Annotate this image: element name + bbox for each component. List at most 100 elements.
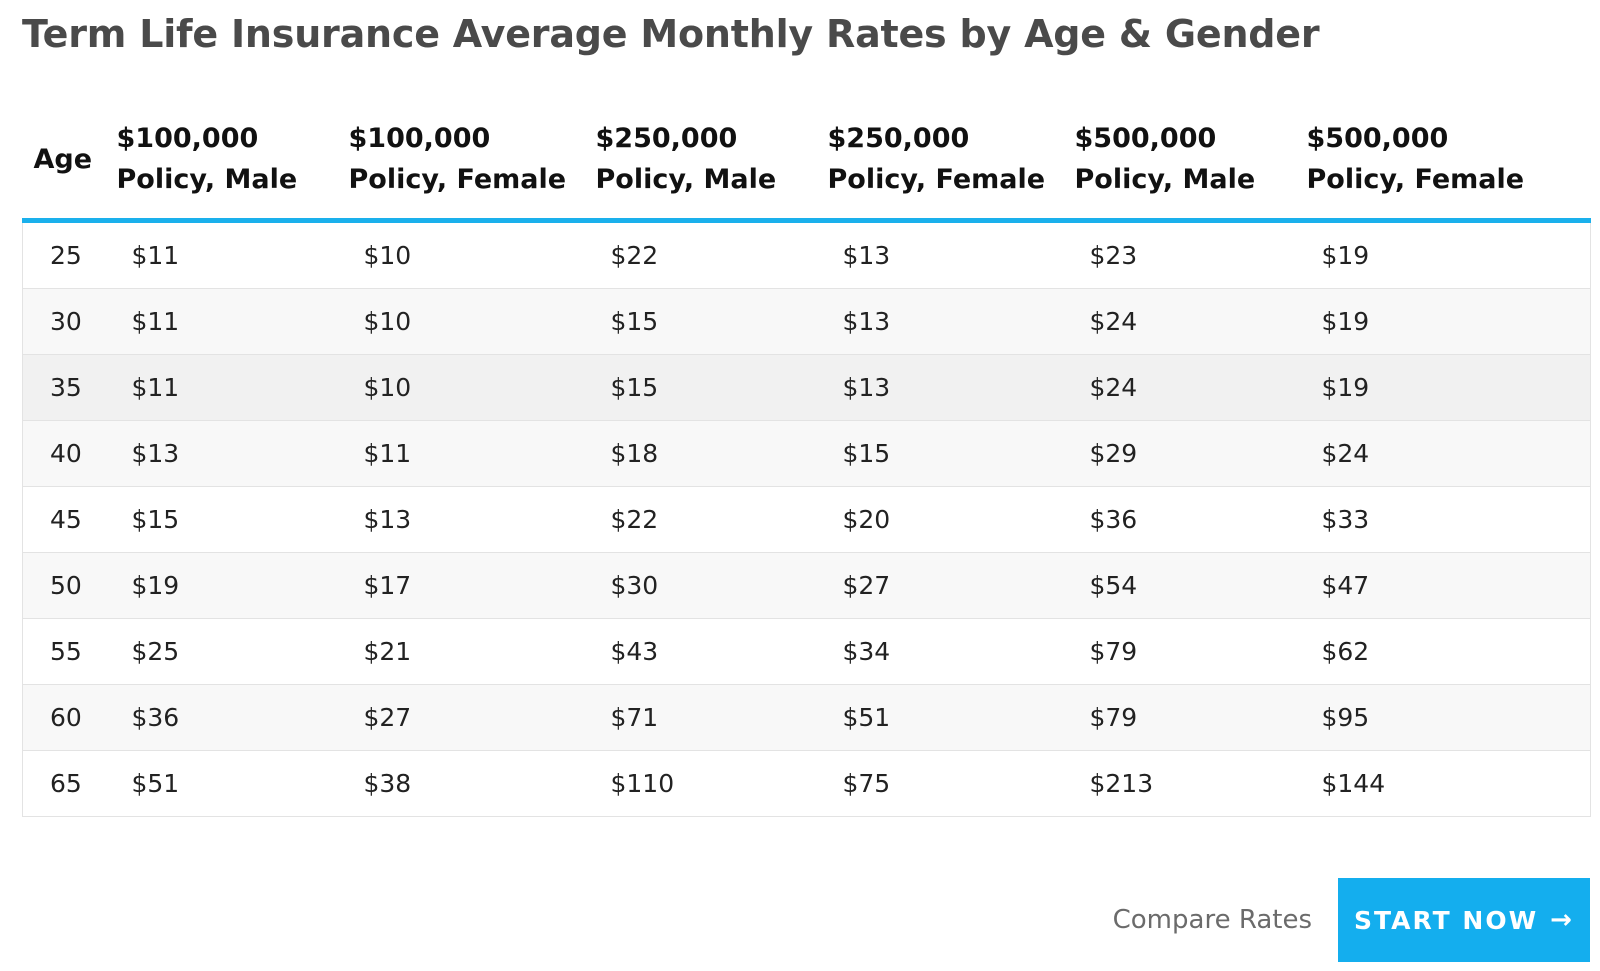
rate-cell-100k-male: $25 (116, 618, 349, 685)
rate-cell-250k-female: $51 (827, 684, 1075, 751)
rate-cell-100k-male: $51 (116, 750, 349, 817)
rate-cell-500k-female: $19 (1306, 220, 1591, 289)
age-cell: 45 (22, 486, 117, 553)
rate-cell-250k-female: $20 (827, 486, 1075, 553)
column-header-line: Policy, Female (348, 164, 567, 195)
column-header-line: Policy, Male (595, 164, 777, 195)
rate-cell-500k-female: $62 (1306, 618, 1591, 685)
rate-cell-500k-female: $19 (1306, 354, 1591, 421)
table-body: 25 $11 $10 $22 $13 $23 $19 30 $11 $10 $15 $13 $24 $19… (22, 220, 1591, 817)
rate-cell-250k-male: $15 (595, 354, 828, 421)
rate-cell-500k-male: $36 (1074, 486, 1307, 553)
rate-cell-100k-male: $11 (116, 220, 349, 289)
rate-cell-100k-female: $11 (348, 420, 596, 487)
rate-cell-500k-female: $47 (1306, 552, 1591, 619)
rate-cell-100k-male: $11 (116, 288, 349, 355)
rate-cell-250k-male: $30 (595, 552, 828, 619)
arrow-right-icon: → (1550, 905, 1574, 935)
rates-table: Age $100,000 Policy, Male $100,000 Policy, F… (22, 100, 1591, 817)
column-header-line: Policy, Male (116, 164, 298, 195)
rate-cell-500k-male: $23 (1074, 220, 1307, 289)
rate-cell-100k-female: $10 (348, 354, 596, 421)
column-header-age: Age (22, 100, 117, 223)
age-cell: 25 (22, 220, 117, 289)
rate-cell-250k-female: $27 (827, 552, 1075, 619)
table-row: 50 $19 $17 $30 $27 $54 $47 (22, 552, 1591, 619)
column-header-line: Age (33, 143, 93, 175)
rate-cell-100k-male: $13 (116, 420, 349, 487)
rate-cell-250k-female: $15 (827, 420, 1075, 487)
column-header-line: $500,000 (1306, 123, 1449, 154)
rate-cell-500k-female: $95 (1306, 684, 1591, 751)
table-row: 40 $13 $11 $18 $15 $29 $24 (22, 420, 1591, 487)
header-row: Age $100,000 Policy, Male $100,000 Policy, F… (22, 100, 1591, 223)
rate-cell-500k-female: $19 (1306, 288, 1591, 355)
rate-cell-500k-male: $79 (1074, 684, 1307, 751)
table-header: Age $100,000 Policy, Male $100,000 Policy, F… (22, 100, 1591, 223)
column-header-500k-male: $500,000 Policy, Male (1074, 100, 1307, 223)
column-header-250k-female: $250,000 Policy, Female (827, 100, 1075, 223)
rate-cell-100k-female: $21 (348, 618, 596, 685)
column-header-line: $100,000 (348, 123, 491, 154)
column-header-100k-female: $100,000 Policy, Female (348, 100, 596, 223)
column-header-100k-male: $100,000 Policy, Male (116, 100, 349, 223)
table-row: 60 $36 $27 $71 $51 $79 $95 (22, 684, 1591, 751)
rate-cell-100k-female: $13 (348, 486, 596, 553)
rate-cell-100k-female: $27 (348, 684, 596, 751)
table-row: 30 $11 $10 $15 $13 $24 $19 (22, 288, 1591, 355)
age-cell: 30 (22, 288, 117, 355)
rate-cell-100k-male: $19 (116, 552, 349, 619)
compare-rates-label: Compare Rates (1112, 905, 1312, 935)
table-row: 55 $25 $21 $43 $34 $79 $62 (22, 618, 1591, 685)
column-header-line: $500,000 (1074, 123, 1217, 154)
rate-cell-250k-female: $13 (827, 354, 1075, 421)
rate-cell-500k-male: $24 (1074, 288, 1307, 355)
column-header-line: Policy, Female (1306, 164, 1525, 195)
start-now-label: START NOW (1354, 905, 1539, 935)
column-header-line: $250,000 (827, 123, 970, 154)
start-now-button[interactable]: START NOW → (1338, 878, 1590, 962)
age-cell: 60 (22, 684, 117, 751)
rate-cell-250k-male: $22 (595, 220, 828, 289)
table-row: 65 $51 $38 $110 $75 $213 $144 (22, 750, 1591, 817)
rate-cell-100k-male: $15 (116, 486, 349, 553)
rate-cell-250k-female: $13 (827, 288, 1075, 355)
rate-cell-250k-male: $43 (595, 618, 828, 685)
table-row: 45 $15 $13 $22 $20 $36 $33 (22, 486, 1591, 553)
rate-cell-500k-male: $79 (1074, 618, 1307, 685)
rate-cell-250k-female: $13 (827, 220, 1075, 289)
rate-cell-250k-female: $75 (827, 750, 1075, 817)
rate-cell-500k-male: $24 (1074, 354, 1307, 421)
rate-cell-250k-female: $34 (827, 618, 1075, 685)
page-title: Term Life Insurance Average Monthly Rate… (22, 12, 1320, 56)
rate-cell-500k-female: $24 (1306, 420, 1591, 487)
rate-cell-100k-female: $38 (348, 750, 596, 817)
table-row: 25 $11 $10 $22 $13 $23 $19 (22, 220, 1591, 289)
age-cell: 50 (22, 552, 117, 619)
table-row: 35 $11 $10 $15 $13 $24 $19 (22, 354, 1591, 421)
rate-cell-100k-male: $11 (116, 354, 349, 421)
rate-cell-250k-male: $22 (595, 486, 828, 553)
rate-cell-100k-female: $17 (348, 552, 596, 619)
rate-cell-250k-male: $15 (595, 288, 828, 355)
rate-cell-100k-female: $10 (348, 288, 596, 355)
age-cell: 55 (22, 618, 117, 685)
age-cell: 65 (22, 750, 117, 817)
column-header-line: Policy, Female (827, 164, 1046, 195)
rate-cell-500k-male: $213 (1074, 750, 1307, 817)
rate-cell-500k-female: $33 (1306, 486, 1591, 553)
rate-cell-500k-male: $54 (1074, 552, 1307, 619)
rate-cell-250k-male: $18 (595, 420, 828, 487)
rate-cell-250k-male: $71 (595, 684, 828, 751)
column-header-line: $250,000 (595, 123, 738, 154)
rate-cell-500k-male: $29 (1074, 420, 1307, 487)
column-header-500k-female: $500,000 Policy, Female (1306, 100, 1591, 223)
column-header-250k-male: $250,000 Policy, Male (595, 100, 828, 223)
age-cell: 35 (22, 354, 117, 421)
rate-cell-100k-female: $10 (348, 220, 596, 289)
rate-cell-500k-female: $144 (1306, 750, 1591, 817)
rate-cell-250k-male: $110 (595, 750, 828, 817)
column-header-line: Policy, Male (1074, 164, 1256, 195)
column-header-line: $100,000 (116, 123, 259, 154)
cta-bar: Compare Rates START NOW → (1113, 878, 1590, 962)
